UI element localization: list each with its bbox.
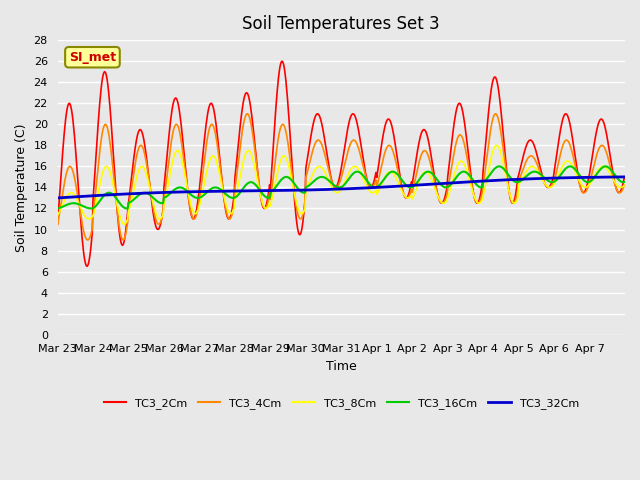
Title: Soil Temperatures Set 3: Soil Temperatures Set 3 bbox=[243, 15, 440, 33]
Y-axis label: Soil Temperature (C): Soil Temperature (C) bbox=[15, 123, 28, 252]
Text: SI_met: SI_met bbox=[69, 51, 116, 64]
X-axis label: Time: Time bbox=[326, 360, 356, 373]
Legend: TC3_2Cm, TC3_4Cm, TC3_8Cm, TC3_16Cm, TC3_32Cm: TC3_2Cm, TC3_4Cm, TC3_8Cm, TC3_16Cm, TC3… bbox=[99, 393, 583, 413]
